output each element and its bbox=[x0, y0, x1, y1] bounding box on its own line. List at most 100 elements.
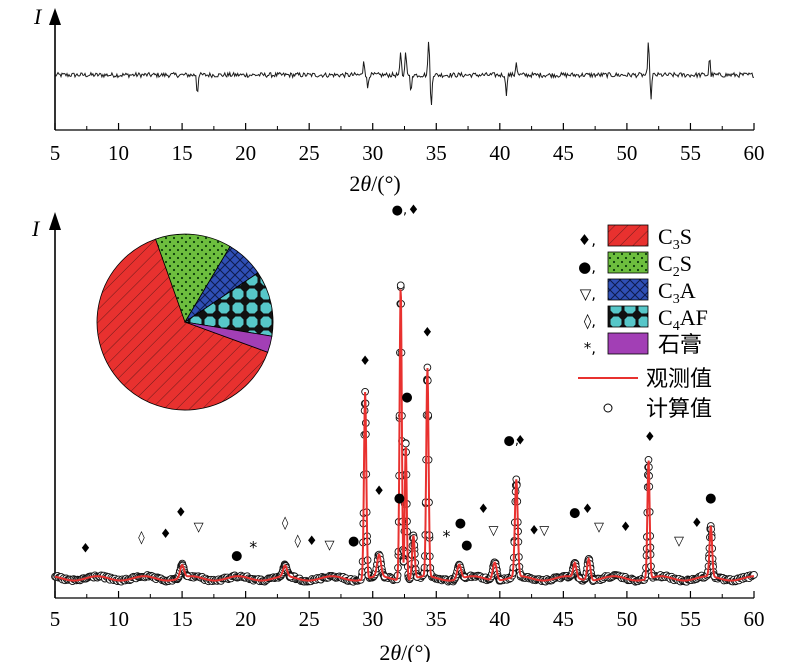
difference-line bbox=[54, 41, 755, 106]
phase-marker: ♦ bbox=[644, 430, 656, 445]
top-x-title-suffix: /(°) bbox=[371, 171, 401, 196]
legend-swatch bbox=[607, 251, 649, 274]
legend-swatch bbox=[607, 305, 649, 328]
phase-marker: ● bbox=[461, 538, 472, 553]
difference-panel: I 5 10 15 20 25 30 35 40 45 50 55 60 2θ/(°) bbox=[33, 4, 765, 196]
x-tick-label: 25 bbox=[299, 607, 320, 631]
phase-marker: ♦ bbox=[359, 354, 371, 369]
x-tick-label: 40 bbox=[489, 607, 510, 631]
bottom-x-axis-title: 2θ/(°) bbox=[379, 640, 430, 662]
legend-label: C3S bbox=[658, 224, 692, 253]
top-x-title-prefix: 2 bbox=[349, 171, 360, 196]
refinement-panel: I 5 10 15 20 25 30 35 40 45 50 55 60 ♦◊ ♦♦▽● *◊◊ ♦ ▽ ●♦♦… bbox=[31, 203, 765, 662]
phase-marker: ♦ bbox=[80, 541, 92, 556]
phase-fraction-pie bbox=[96, 233, 274, 411]
top-x-axis-title: 2θ/(°) bbox=[349, 171, 400, 196]
phase-marker: ▽ bbox=[674, 534, 684, 549]
bottom-y-axis-label: I bbox=[31, 216, 41, 241]
phase-marker: ●, bbox=[504, 433, 519, 448]
pie-slice bbox=[183, 272, 274, 337]
phase-marker: ♦ bbox=[422, 325, 434, 340]
x-tick-label: 15 bbox=[172, 141, 193, 165]
pie-slice bbox=[96, 238, 269, 411]
x-tick-label: 45 bbox=[553, 141, 574, 165]
x-tick-label: 30 bbox=[362, 607, 383, 631]
legend-swatch bbox=[607, 332, 649, 355]
phase-marker: ● bbox=[705, 491, 716, 506]
legend-swatch bbox=[607, 278, 649, 301]
x-tick-label: 10 bbox=[108, 607, 129, 631]
x-tick-label: 25 bbox=[299, 141, 320, 165]
legend-label: C3A bbox=[658, 278, 696, 307]
legend-phase-symbol: ♦, bbox=[578, 231, 596, 249]
bottom-y-axis-arrow bbox=[49, 212, 61, 230]
phase-marker: ●, bbox=[392, 203, 407, 218]
x-tick-label: 5 bbox=[50, 607, 61, 631]
x-tick-label: 50 bbox=[616, 141, 637, 165]
bottom-x-title-suffix: /(°) bbox=[401, 640, 431, 662]
x-tick-label: 15 bbox=[172, 607, 193, 631]
phase-marker: ♦ bbox=[582, 502, 594, 517]
legend-swatch bbox=[607, 224, 649, 247]
bottom-x-title-theta: θ bbox=[390, 640, 401, 662]
x-tick-label: 55 bbox=[680, 607, 701, 631]
calculated-point bbox=[396, 281, 405, 290]
phase-marker: ▽ bbox=[594, 520, 604, 535]
x-tick-label: 60 bbox=[744, 607, 765, 631]
phase-marker: ♦ bbox=[528, 523, 540, 538]
x-tick-label: 60 bbox=[744, 141, 765, 165]
phase-marker: ♦ bbox=[175, 505, 187, 520]
legend-phase-symbol: ●, bbox=[578, 258, 596, 276]
phase-marker: ▽ bbox=[539, 523, 549, 538]
top-y-axis-label: I bbox=[33, 4, 43, 29]
phase-marker: ◊ bbox=[138, 531, 145, 546]
pie-slice bbox=[155, 233, 231, 323]
phase-marker: ▽ bbox=[488, 523, 498, 538]
phase-marker: ◊ bbox=[282, 516, 289, 531]
legend-calculated-circle bbox=[603, 403, 613, 413]
phase-marker: ▽ bbox=[325, 538, 335, 553]
phase-marker: ♦ bbox=[620, 520, 632, 535]
top-y-axis-arrow bbox=[49, 8, 61, 25]
bottom-x-title-prefix: 2 bbox=[379, 640, 390, 662]
legend-phase-symbol: ▽, bbox=[580, 285, 596, 303]
legend-phase-symbol: ◊, bbox=[584, 312, 596, 330]
phase-marker: ● bbox=[231, 549, 242, 564]
phase-marker: ● bbox=[401, 390, 412, 405]
x-tick-label: 20 bbox=[235, 141, 256, 165]
pie-slice bbox=[184, 321, 273, 353]
x-tick-label: 10 bbox=[108, 141, 129, 165]
x-tick-label: 35 bbox=[426, 607, 447, 631]
phase-marker: ♦ bbox=[306, 534, 318, 549]
phase-marker: ● bbox=[569, 505, 580, 520]
phase-marker: ♦ bbox=[160, 527, 172, 542]
legend-series-label: 观测值 bbox=[646, 367, 712, 392]
phase-marker: ● bbox=[394, 491, 405, 506]
phase-marker: ♦ bbox=[373, 484, 385, 499]
x-tick-label: 30 bbox=[362, 141, 383, 165]
x-tick-label: 50 bbox=[616, 607, 637, 631]
legend-label: C4AF bbox=[658, 305, 708, 334]
legend-label: C2S bbox=[658, 251, 692, 280]
phase-marker: ● bbox=[455, 516, 466, 531]
x-tick-label: 55 bbox=[680, 141, 701, 165]
legend-label: 石膏 bbox=[658, 332, 702, 357]
calculated-point bbox=[401, 439, 410, 448]
legend-series-label: 计算值 bbox=[646, 397, 712, 422]
phase-marker: * bbox=[249, 537, 257, 556]
top-x-ticks: 5 10 15 20 25 30 35 40 45 50 55 60 bbox=[50, 123, 765, 165]
phase-marker: * bbox=[442, 527, 450, 546]
phase-marker: ♦ bbox=[691, 516, 703, 531]
legend-phase-symbol: *, bbox=[584, 339, 596, 357]
x-tick-label: 45 bbox=[553, 607, 574, 631]
phase-markers: ♦◊ ♦♦▽● *◊◊ ♦ ▽ ●♦♦●, ♦●♦●*●●♦▽●,♦♦ ▽● ♦▽ ♦♦▽♦● bbox=[80, 203, 717, 564]
phase-marker: ▽ bbox=[194, 520, 204, 535]
x-tick-label: 35 bbox=[426, 141, 447, 165]
phase-marker: ◊ bbox=[295, 534, 302, 549]
x-tick-label: 5 bbox=[50, 141, 61, 165]
x-tick-label: 40 bbox=[489, 141, 510, 165]
phase-marker: ● bbox=[348, 534, 359, 549]
top-x-title-theta: θ bbox=[360, 171, 371, 196]
